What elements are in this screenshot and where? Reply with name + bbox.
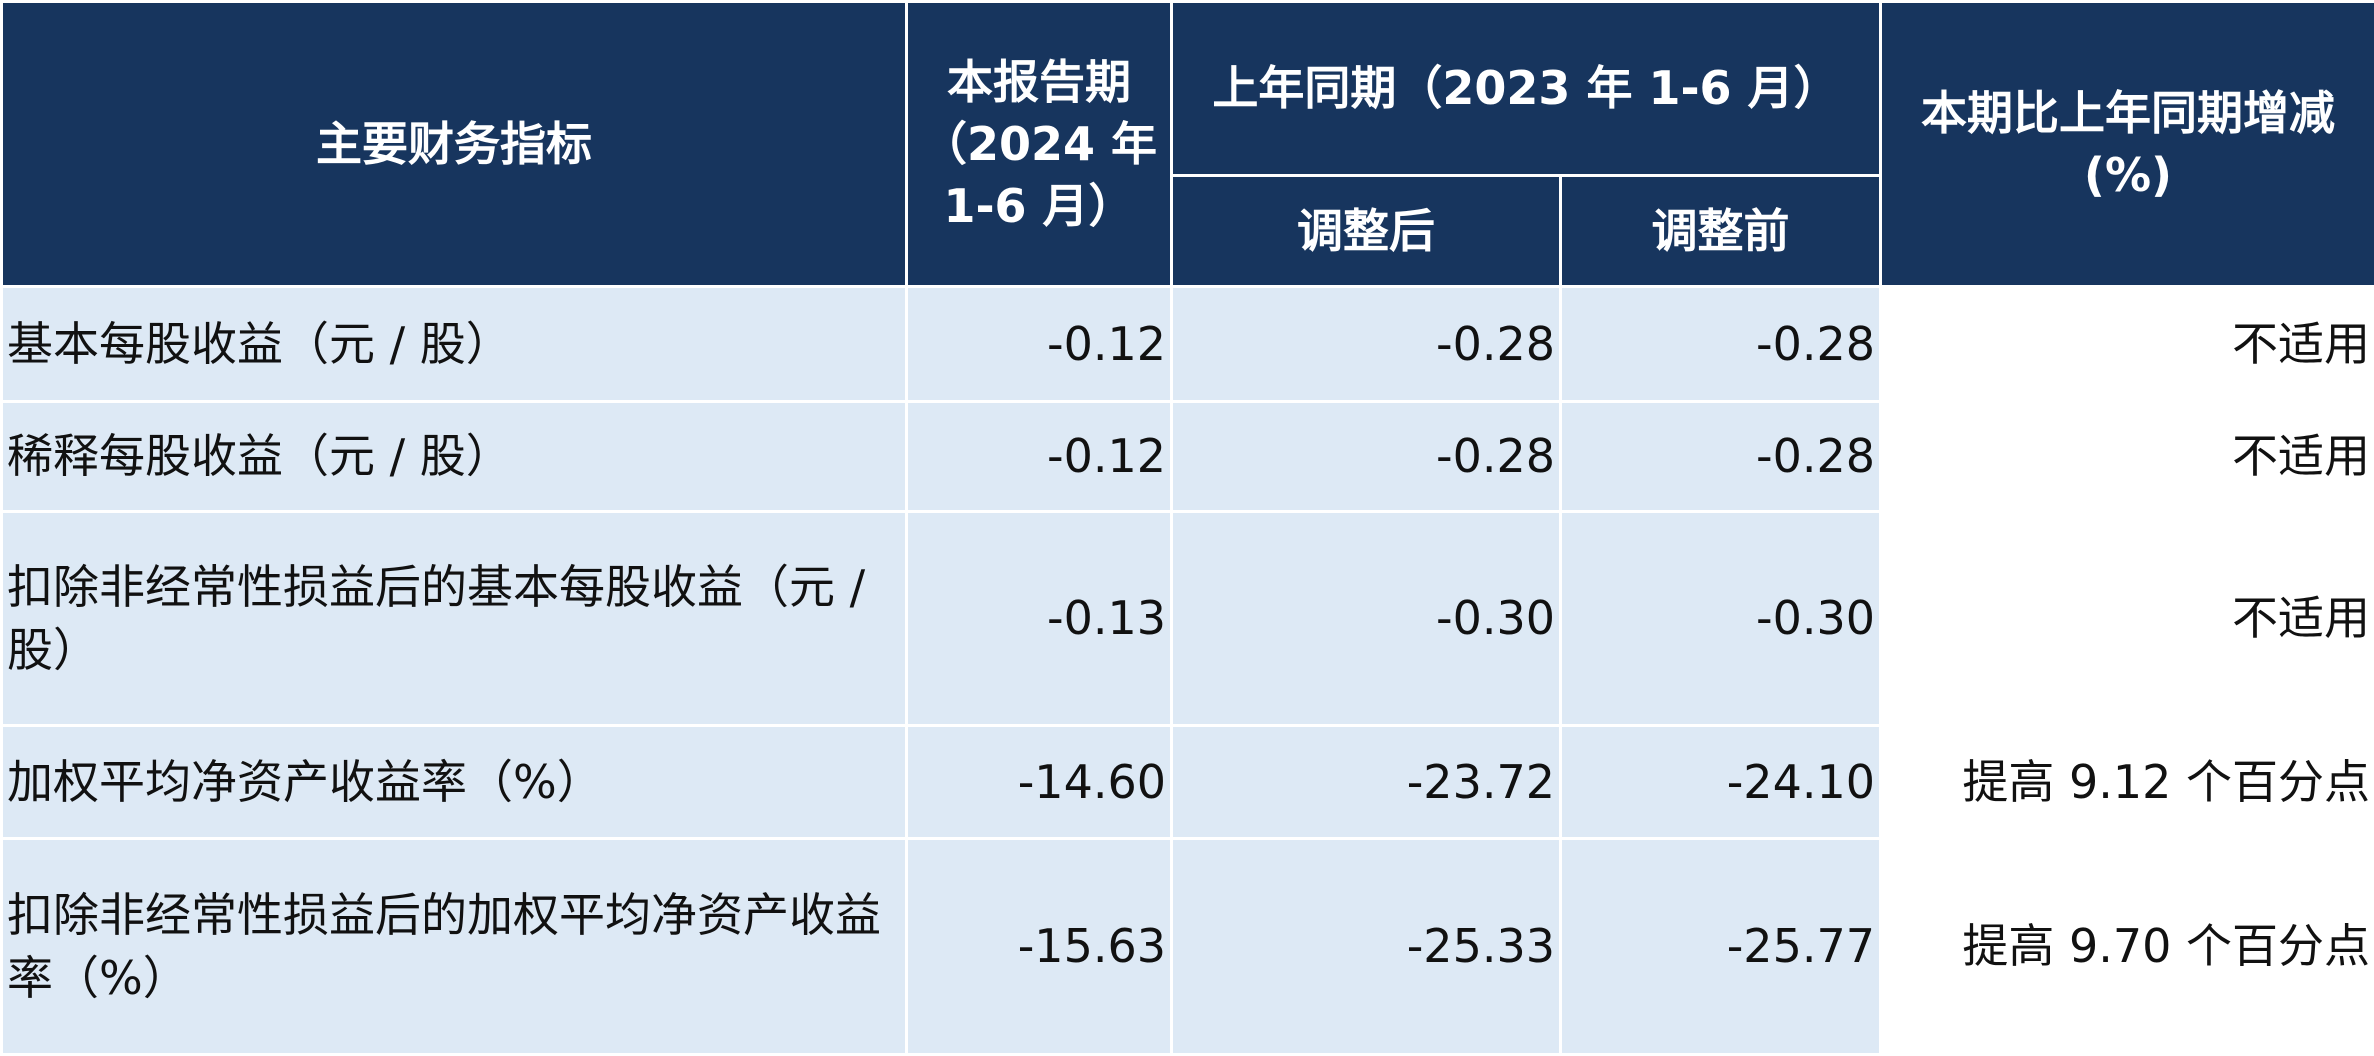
header-cell: 主要财务指标 [2, 2, 907, 287]
value-cell: -14.60 [907, 726, 1172, 839]
value-cell: -25.33 [1172, 839, 1561, 1055]
value-cell: -0.28 [1172, 287, 1561, 402]
value-cell: -15.63 [907, 839, 1172, 1055]
header-cell: 调整前 [1561, 176, 1881, 287]
value-cell: -0.13 [907, 512, 1172, 726]
table-row: 扣除非经常性损益后的加权平均净资产收益率（%）-15.63-25.33-25.7… [2, 839, 2374, 1055]
value-cell: 提高 9.12 个百分点 [1881, 726, 2374, 839]
value-cell: 不适用 [1881, 512, 2374, 726]
table-header: 主要财务指标 本报告期（2024 年 1-6 月） 上年同期（2023 年 1-… [2, 2, 2374, 287]
value-cell: -0.28 [1561, 287, 1881, 402]
value-cell: -0.28 [1172, 402, 1561, 512]
row-label: 稀释每股收益（元 / 股） [2, 402, 907, 512]
value-cell: -0.28 [1561, 402, 1881, 512]
value-cell: 不适用 [1881, 287, 2374, 402]
header-cell: 本期比上年同期增减(%) [1881, 2, 2374, 287]
header-cell: 调整后 [1172, 176, 1561, 287]
value-cell: -0.12 [907, 402, 1172, 512]
row-label: 扣除非经常性损益后的基本每股收益（元 / 股） [2, 512, 907, 726]
value-cell: 提高 9.70 个百分点 [1881, 839, 2374, 1055]
row-label: 扣除非经常性损益后的加权平均净资产收益率（%） [2, 839, 907, 1055]
value-cell: -25.77 [1561, 839, 1881, 1055]
header-cell: 上年同期（2023 年 1-6 月） [1172, 2, 1881, 176]
value-cell: -23.72 [1172, 726, 1561, 839]
value-cell: -0.30 [1172, 512, 1561, 726]
header-cell: 本报告期（2024 年 1-6 月） [907, 2, 1172, 287]
value-cell: -0.30 [1561, 512, 1881, 726]
value-cell: 不适用 [1881, 402, 2374, 512]
row-label: 加权平均净资产收益率（%） [2, 726, 907, 839]
value-cell: -0.12 [907, 287, 1172, 402]
row-label: 基本每股收益（元 / 股） [2, 287, 907, 402]
value-cell: -24.10 [1561, 726, 1881, 839]
